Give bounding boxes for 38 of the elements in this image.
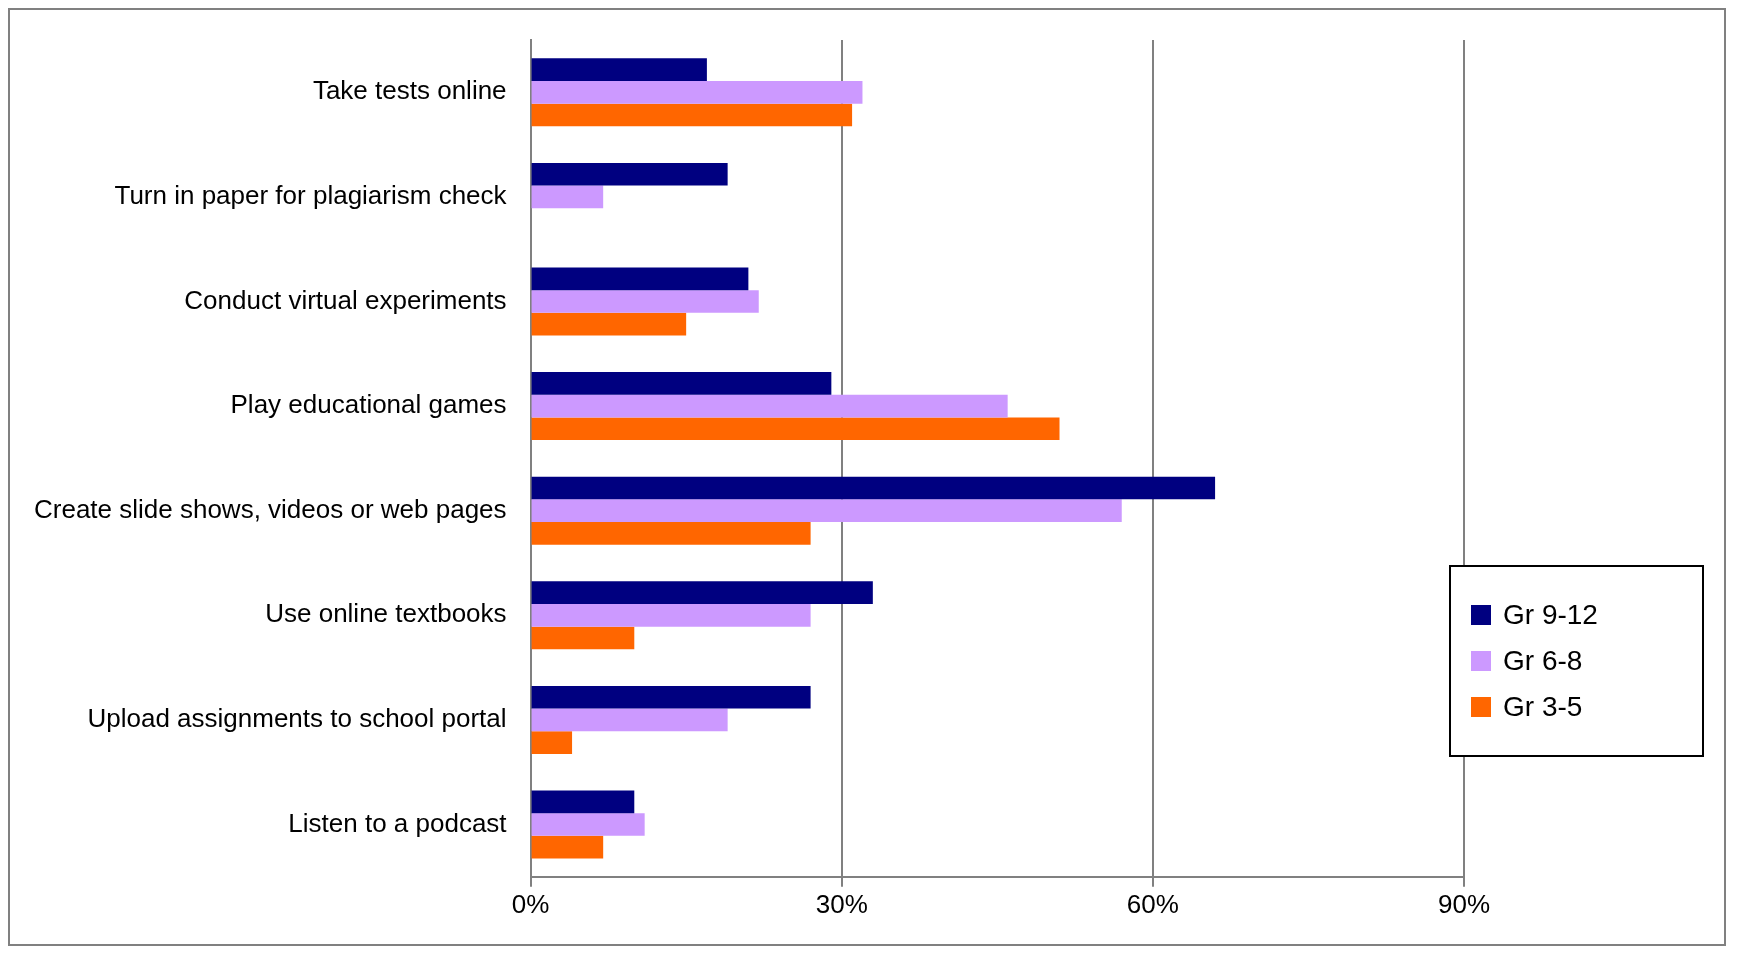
bar xyxy=(531,267,749,291)
bar xyxy=(531,372,832,395)
bar xyxy=(531,185,604,209)
bar xyxy=(531,394,1008,418)
bar xyxy=(531,499,1122,523)
x-tick-label: 0% xyxy=(511,888,550,919)
bar xyxy=(531,626,635,650)
bar xyxy=(531,162,728,186)
legend-label: Gr 9-12 xyxy=(1503,599,1598,631)
y-tick-label: Listen to a podcast xyxy=(288,807,508,838)
y-tick-label: Play educational games xyxy=(230,389,507,420)
bar xyxy=(531,708,728,732)
x-tick-label: 90% xyxy=(1437,888,1491,919)
legend-label: Gr 6-8 xyxy=(1503,645,1583,677)
bar xyxy=(531,581,873,604)
bar xyxy=(531,417,1060,441)
bar xyxy=(531,522,811,545)
bar xyxy=(531,835,604,859)
bar xyxy=(531,813,645,836)
x-tick-label: 30% xyxy=(815,888,868,919)
x-tick-label: 60% xyxy=(1126,888,1179,919)
bar xyxy=(531,80,863,104)
y-tick-label: Create slide shows, videos or web pages xyxy=(33,493,507,524)
bar xyxy=(531,685,811,709)
y-tick-label: Upload assignments to school portal xyxy=(87,703,507,734)
y-tick-label: Use online textbooks xyxy=(265,598,507,629)
legend-label: Gr 3-5 xyxy=(1503,691,1583,723)
bar xyxy=(531,476,1216,500)
bar xyxy=(531,731,573,754)
y-tick-label: Turn in paper for plagiarism check xyxy=(114,180,508,211)
bar xyxy=(531,103,853,127)
y-tick-label: Take tests online xyxy=(312,75,507,106)
bar xyxy=(531,312,687,336)
bar xyxy=(531,58,707,81)
bar xyxy=(531,290,759,313)
bar xyxy=(531,790,635,814)
y-tick-label: Conduct virtual experiments xyxy=(184,284,507,315)
bar xyxy=(531,603,811,627)
